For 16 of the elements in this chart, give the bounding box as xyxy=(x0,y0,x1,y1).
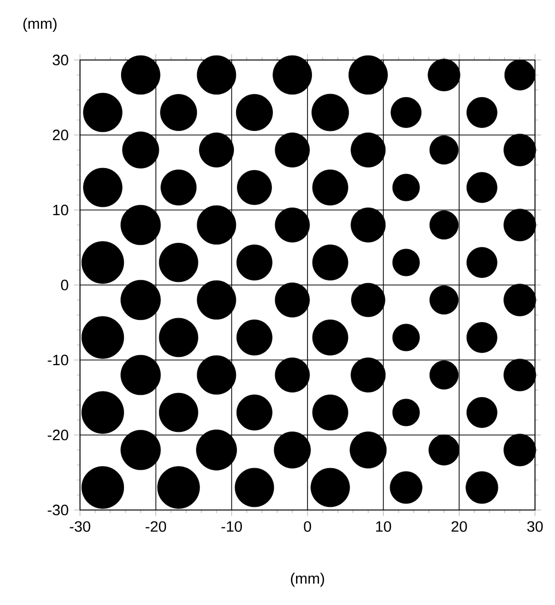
x-tick-label: 30 xyxy=(527,521,543,532)
x-tick-label: 0 xyxy=(304,521,312,532)
y-axis-title: (mm) xyxy=(23,18,57,32)
x-tick-label: -10 xyxy=(221,521,242,532)
y-tick-label: -20 xyxy=(48,430,68,440)
x-axis-title: (mm) xyxy=(290,572,324,587)
y-tick-label: -30 xyxy=(48,504,68,516)
y-tick-label: 10 xyxy=(53,204,68,216)
y-tick-label: -10 xyxy=(48,354,68,366)
y-tick-label: 30 xyxy=(52,54,68,66)
x-tick-label: 10 xyxy=(376,521,392,532)
x-tick-label: -20 xyxy=(146,521,166,532)
x-tick-label: 20 xyxy=(452,521,467,532)
y-tick-label: 0 xyxy=(61,280,68,290)
y-tick-label: 20 xyxy=(52,130,68,140)
x-tick-label: -30 xyxy=(70,521,90,532)
